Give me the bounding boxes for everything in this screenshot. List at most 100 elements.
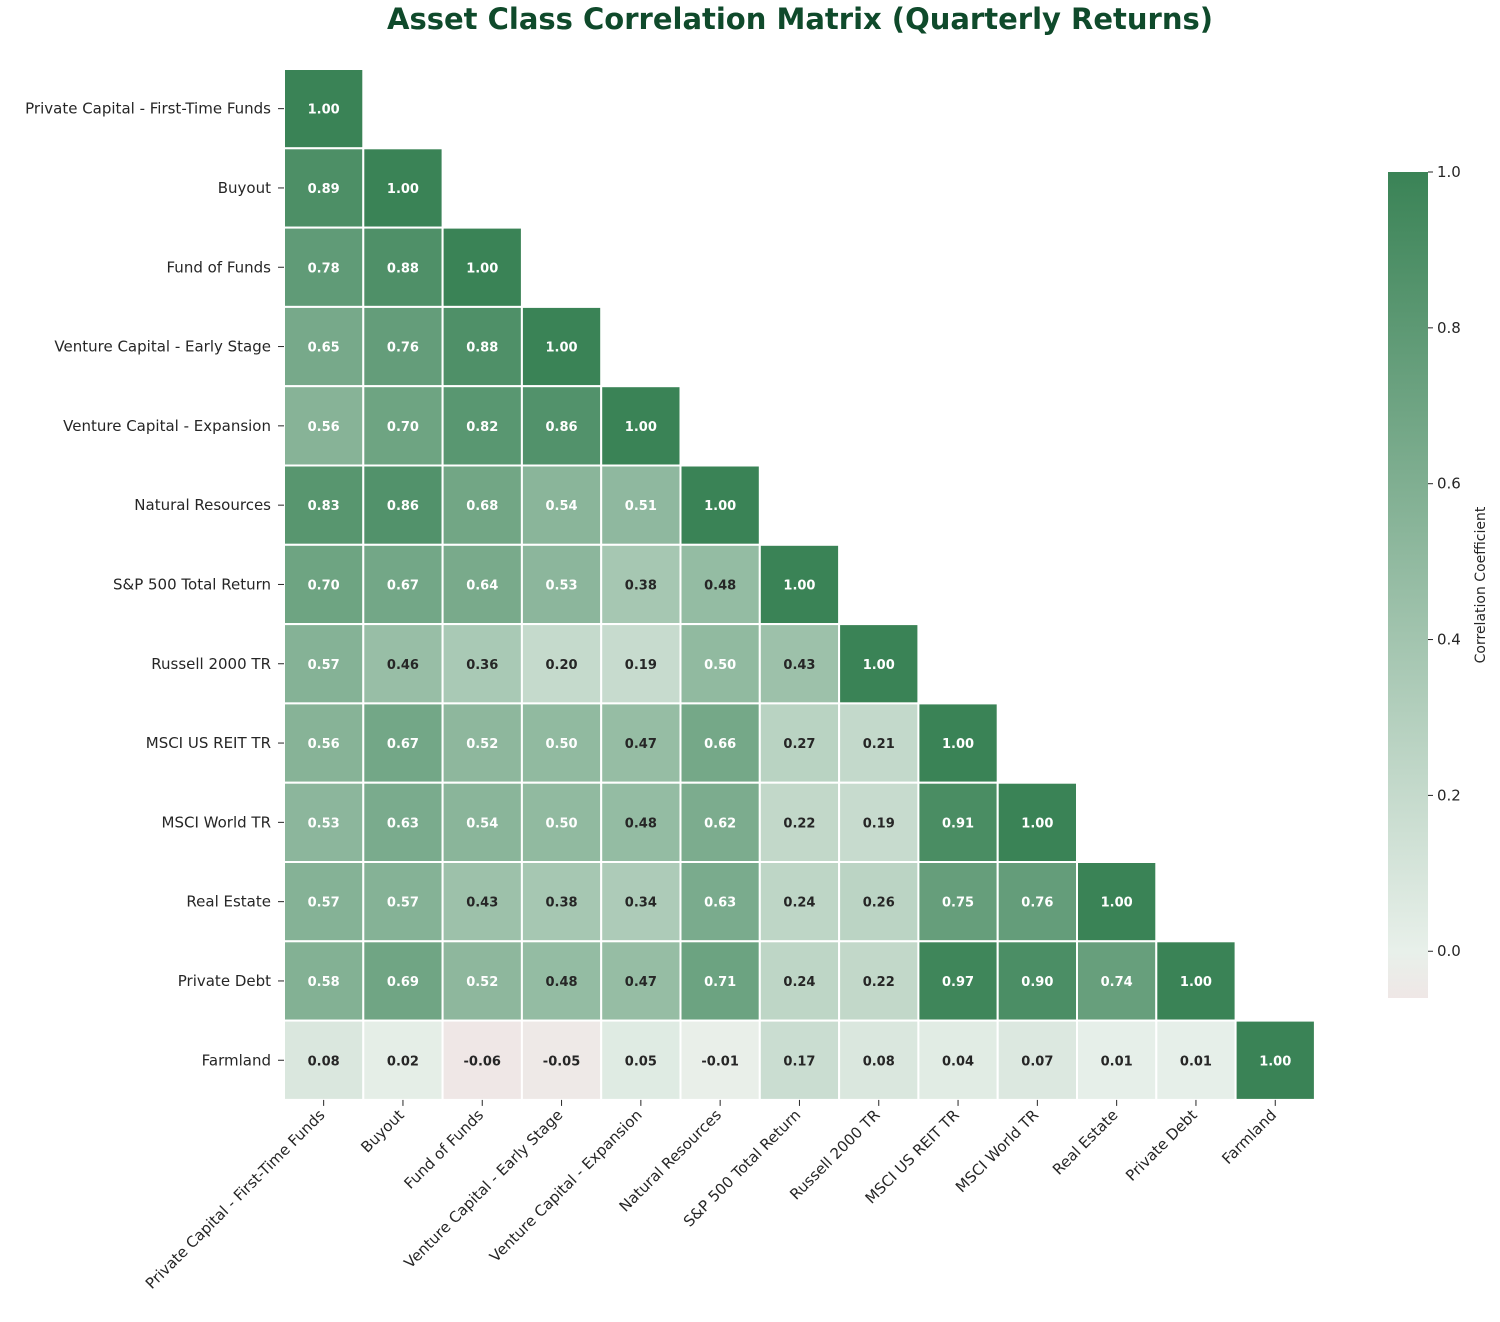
- heatmap-cell: 0.64: [441, 543, 523, 626]
- heatmap-cell: 1.00: [758, 543, 841, 626]
- heatmap-cell-rect: [996, 940, 1079, 1022]
- heatmap-cell: 0.17: [758, 1019, 841, 1101]
- cell-value-label: -0.01: [701, 1054, 738, 1069]
- heatmap-cell: 0.68: [441, 464, 523, 546]
- cell-value-label: 1.00: [704, 499, 736, 514]
- heatmap-cell: 0.27: [758, 702, 841, 784]
- heatmap-cell-rect: [758, 861, 841, 943]
- cell-value-label: 0.54: [466, 816, 498, 831]
- heatmap-cell-rect: [520, 464, 603, 546]
- cell-value-label: 1.00: [466, 261, 498, 276]
- cell-value-label: 0.91: [942, 816, 974, 831]
- cell-value-label: 0.38: [625, 578, 657, 593]
- colorbar-tick-label: 0.4: [1437, 631, 1461, 649]
- heatmap-cell: 0.88: [441, 305, 523, 388]
- cell-value-label: 0.47: [625, 975, 657, 990]
- cell-value-label: 0.70: [308, 578, 340, 593]
- heatmap-cell-rect: [758, 781, 841, 864]
- cell-value-label: -0.06: [464, 1054, 501, 1069]
- heatmap-cell-rect: [283, 68, 365, 150]
- heatmap-cell-rect: [362, 702, 444, 784]
- heatmap-cell: 0.26: [838, 861, 920, 943]
- cell-value-label: 0.86: [546, 420, 578, 435]
- heatmap-cell: 1.00: [679, 464, 761, 546]
- heatmap-cell: 1.00: [1234, 1019, 1316, 1101]
- cell-value-label: 0.08: [308, 1054, 340, 1069]
- cell-value-label: 0.43: [783, 658, 815, 673]
- cell-value-label: 0.20: [546, 658, 578, 673]
- heatmap-cell: 0.43: [758, 623, 841, 705]
- heatmap-cell-rect: [520, 861, 603, 943]
- heatmap-cell-rect: [362, 464, 444, 546]
- column-label: Private Debt: [1122, 1106, 1201, 1185]
- cell-value-label: 0.56: [308, 420, 340, 435]
- cell-value-label: 0.88: [466, 341, 498, 356]
- cell-value-label: 0.70: [387, 420, 419, 435]
- heatmap-cell: 0.56: [283, 702, 365, 784]
- heatmap-cell: 0.08: [283, 1019, 365, 1101]
- heatmap-cell-rect: [283, 861, 365, 943]
- cell-value-label: 0.01: [1180, 1054, 1212, 1069]
- heatmap-cell: 0.57: [283, 861, 365, 943]
- heatmap-cell-rect: [441, 781, 523, 864]
- heatmap-cell: 0.38: [600, 543, 682, 626]
- cell-value-label: 0.57: [308, 896, 340, 911]
- heatmap-cell: 0.22: [838, 940, 920, 1022]
- cell-value-label: 0.52: [466, 737, 498, 752]
- cell-value-label: 0.52: [466, 975, 498, 990]
- cell-value-label: 0.36: [466, 658, 498, 673]
- heatmap-cell-rect: [441, 861, 523, 943]
- cell-value-label: 0.53: [308, 816, 340, 831]
- row-labels: Private Capital - First-Time Funds Buyout…: [25, 100, 284, 1069]
- heatmap-cell-rect: [679, 464, 761, 546]
- cell-value-label: 0.51: [625, 499, 657, 514]
- row-label: MSCI US REIT TR: [146, 734, 271, 752]
- heatmap-cell-rect: [758, 1019, 841, 1101]
- cell-value-label: 0.19: [625, 658, 657, 673]
- column-label: Real Estate: [1049, 1106, 1122, 1179]
- cell-value-label: 0.57: [387, 896, 419, 911]
- cell-value-label: 0.57: [308, 658, 340, 673]
- colorbar-tick-label: 0.0: [1437, 942, 1461, 960]
- row-label: MSCI World TR: [162, 813, 271, 831]
- heatmap-cell: 0.20: [520, 623, 603, 705]
- cell-value-label: 0.58: [308, 975, 340, 990]
- heatmap-cell: 0.97: [917, 940, 999, 1022]
- chart-title: Asset Class Correlation Matrix (Quarterl…: [387, 2, 1213, 36]
- heatmap-cell-rect: [679, 781, 761, 864]
- colorbar: 0.0 0.2 0.4 0.6 0.8 1.0 Correlation Coefficien…: [1388, 163, 1489, 998]
- heatmap-cell: 0.04: [917, 1019, 999, 1101]
- heatmap-cell: 0.54: [441, 781, 523, 864]
- heatmap-cell: 0.63: [679, 861, 761, 943]
- heatmap-cell: -0.06: [441, 1019, 523, 1101]
- heatmap-cell-rect: [362, 781, 444, 864]
- heatmap-cell-rect: [1234, 1019, 1316, 1101]
- heatmap-cell: 0.76: [362, 305, 444, 388]
- column-label: MSCI World TR: [952, 1106, 1042, 1196]
- heatmap-cell: 0.76: [996, 861, 1079, 943]
- cell-value-label: 1.00: [1180, 975, 1212, 990]
- heatmap-cell: 0.36: [441, 623, 523, 705]
- heatmap-cell: 0.70: [283, 543, 365, 626]
- heatmap-cell: 0.54: [520, 464, 603, 546]
- heatmap-cell-rect: [441, 305, 523, 388]
- cell-value-label: 0.62: [704, 816, 736, 831]
- heatmap-cell: 0.91: [917, 781, 999, 864]
- heatmap-cell: 0.50: [520, 702, 603, 784]
- heatmap-cell: 0.83: [283, 464, 365, 546]
- cell-value-label: 0.48: [625, 816, 657, 831]
- heatmap-cell-rect: [917, 702, 999, 784]
- cell-value-label: 0.02: [387, 1054, 419, 1069]
- cell-value-label: 1.00: [308, 103, 340, 118]
- column-label: Private Capital - First-Time Funds: [142, 1106, 329, 1293]
- heatmap-cell-rect: [600, 702, 682, 784]
- colorbar-tick-label: 0.6: [1437, 475, 1461, 493]
- heatmap-cell: 0.88: [362, 226, 444, 308]
- cell-value-label: -0.05: [543, 1054, 580, 1069]
- heatmap-cell-rect: [520, 543, 603, 626]
- heatmap-cell-rect: [838, 1019, 920, 1101]
- row-label: Russell 2000 TR: [151, 655, 271, 673]
- colorbar-tick-label: 0.2: [1437, 786, 1461, 804]
- heatmap-cell: 0.24: [758, 940, 841, 1022]
